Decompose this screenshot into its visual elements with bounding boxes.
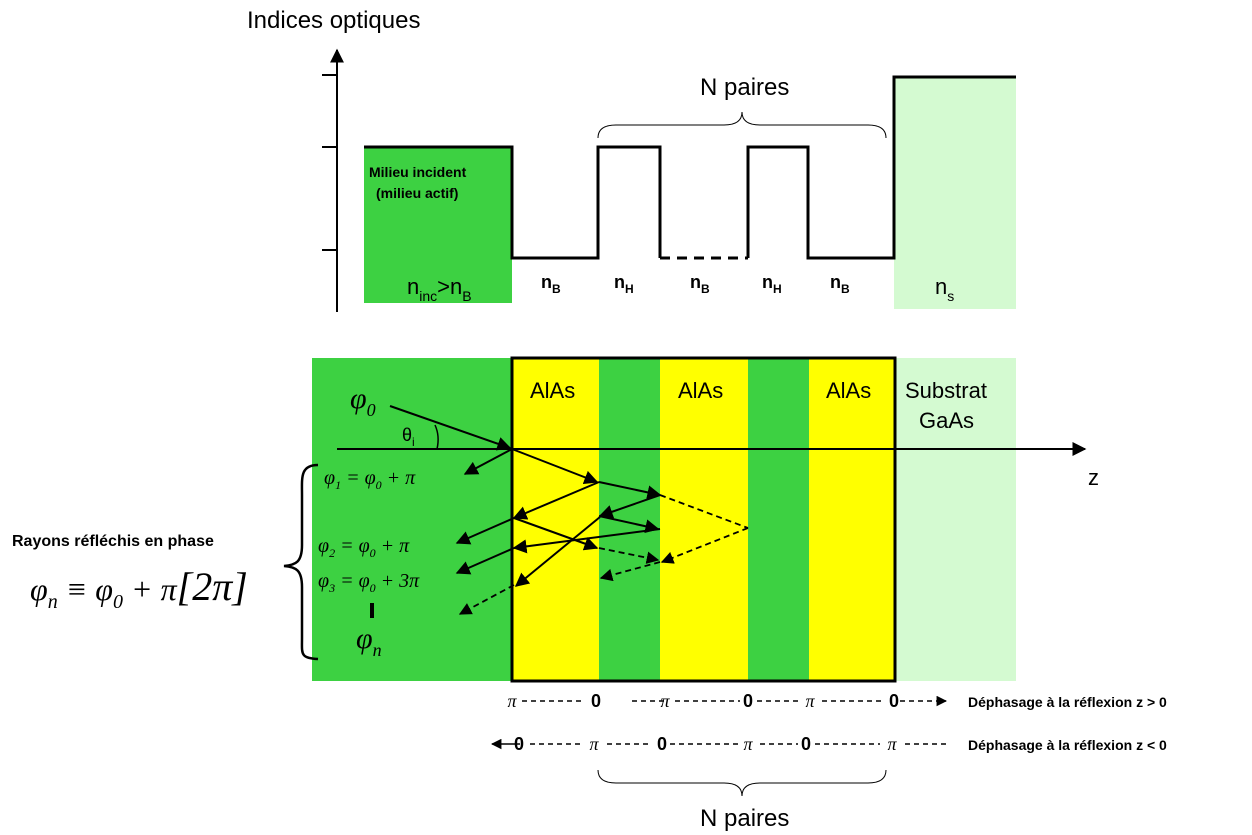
refracted-ray-2 — [598, 481, 662, 500]
back-ray-4 — [514, 516, 601, 587]
phase-pos-values: π 0 π 0 π 0 — [507, 691, 899, 711]
phase-pos-5: π — [805, 691, 815, 711]
left-brace — [283, 463, 319, 661]
phin-label: φn — [356, 622, 382, 660]
substrate-block — [894, 77, 1016, 309]
phase-pos-3: π — [660, 691, 670, 711]
alas-label-2: AlAs — [678, 378, 723, 403]
top-n-paires: N paires — [700, 74, 789, 101]
phi2-formula: φ2 = φ0 + π — [318, 535, 410, 560]
phi1-formula: φ1 = φ0 + π — [324, 467, 416, 492]
dashed-rays — [458, 494, 749, 615]
top-brace — [597, 111, 887, 139]
milieu-incident-label: Milieu incident — [369, 164, 467, 180]
phase-neg-6: π — [887, 734, 897, 754]
z-label: z — [1088, 465, 1099, 490]
layer-label-nh-2: nH — [762, 272, 782, 296]
dashed-ray-5 — [458, 584, 515, 615]
phase-neg-3: 0 — [657, 734, 667, 754]
alas-label-3: AlAs — [826, 378, 871, 403]
rayons-label: Rayons réfléchis en phase — [12, 533, 214, 550]
reflected-ray-2 — [455, 517, 515, 545]
phase-pos-1: π — [507, 691, 517, 711]
phi3-formula: φ3 = φ0 + 3π — [318, 570, 420, 595]
gaas-layer-2 — [748, 358, 809, 681]
incident-medium-block — [364, 147, 512, 303]
phi0-label: φ0 — [350, 382, 376, 420]
theta-arc — [434, 424, 439, 450]
phase-pos-4: 0 — [743, 691, 753, 711]
layer-label-nh-1: nH — [614, 272, 634, 296]
incident-ray — [389, 405, 512, 451]
layer-label-nb-2: nB — [690, 272, 710, 296]
substrat-label: Substrat — [905, 378, 987, 403]
layer-label-nb-1: nB — [541, 272, 561, 296]
substrate-region — [895, 358, 1016, 681]
big-formula: φn ≡ φ0 + π[2π] — [30, 564, 248, 613]
phase-pos-6: 0 — [889, 691, 899, 711]
dashed-ray-4 — [599, 561, 661, 582]
layer-label-ns: ns — [935, 274, 954, 304]
ellipsis-tick — [370, 603, 374, 618]
phase-pos-label: Déphasage à la réflexion z > 0 — [968, 694, 1167, 710]
gaas-layer-1 — [599, 358, 660, 681]
dashed-ray-3 — [598, 547, 660, 564]
phase-neg-4: π — [743, 734, 753, 754]
phase-neg-values: 0 π 0 π 0 π — [514, 734, 897, 754]
phase-pos-2: 0 — [591, 691, 601, 711]
phase-neg-2: π — [589, 734, 599, 754]
forward-ray-4 — [513, 517, 599, 551]
alas-label-1: AlAs — [530, 378, 575, 403]
dashed-ray-1 — [659, 494, 749, 529]
phase-neg-5: 0 — [801, 734, 811, 754]
back-ray-2 — [598, 494, 661, 519]
gaas-label: GaAs — [919, 408, 974, 433]
ray-lines — [455, 448, 662, 587]
index-profile-left — [364, 145, 662, 260]
alas-layer-2 — [660, 358, 748, 681]
layer-label-inc: ninc>nB — [407, 274, 472, 304]
bottom-n-paires: N paires — [700, 805, 789, 832]
bottom-brace — [597, 769, 887, 797]
phase-neg-label: Déphasage à la réflexion z < 0 — [968, 737, 1167, 753]
alas-layer-1 — [512, 358, 599, 681]
back-ray-1 — [512, 481, 600, 520]
layer-label-nb-3: nB — [830, 272, 850, 296]
milieu-actif-label: (milieu actif) — [376, 185, 458, 201]
refracted-ray-1 — [511, 448, 599, 484]
reflected-ray-1 — [463, 448, 513, 475]
alas-layer-3 — [809, 358, 895, 681]
phase-dashes — [522, 695, 950, 745]
back-ray-3 — [512, 528, 661, 554]
forward-ray-3 — [598, 515, 660, 534]
phase-neg-1: 0 — [514, 734, 524, 754]
index-profile-right — [746, 75, 1016, 260]
incident-region — [312, 358, 512, 681]
theta-label: θi — [402, 425, 415, 449]
top-title: Indices optiques — [247, 7, 420, 34]
reflected-ray-3 — [455, 547, 515, 575]
dashed-ray-2 — [660, 527, 749, 564]
